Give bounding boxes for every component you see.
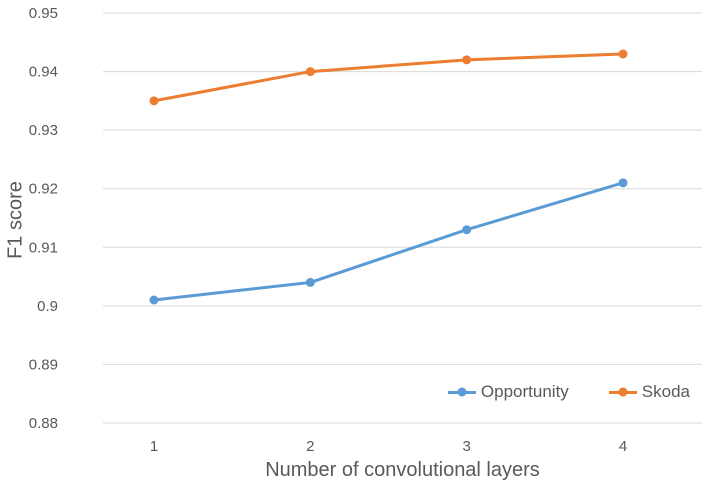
x-tick-label: 3 [462,438,470,455]
y-tick-label: 0.89 [29,356,58,373]
y-tick-label: 0.94 [29,64,58,81]
y-tick-label: 0.93 [29,122,58,139]
legend-marker-dot-icon [457,387,467,397]
x-tick-label: 1 [150,438,158,455]
data-point-skoda [618,49,628,59]
legend-label: Opportunity [480,382,569,401]
data-point-opportunity [618,178,628,188]
legend-marker-dot-icon [618,387,628,397]
series-line-skoda [152,52,625,103]
data-point-opportunity [462,225,472,235]
legend-marker-icon [447,387,476,397]
data-point-skoda [149,96,159,106]
y-tick-label: 0.88 [29,415,58,432]
x-tick-label: 2 [306,438,314,455]
y-tick-label: 0.9 [37,298,58,315]
y-tick-label: 0.95 [29,5,58,22]
x-axis-title: Number of convolutional layers [265,459,540,481]
y-tick-label: 0.91 [29,239,58,256]
data-point-opportunity [305,277,315,287]
chart-legend: Opportunity Skoda [447,382,690,402]
legend-marker-icon [608,387,637,397]
data-point-skoda [305,67,315,77]
data-point-skoda [462,55,472,65]
legend-label: Skoda [641,382,690,401]
y-axis-title: F1 score [4,181,27,259]
data-point-opportunity [149,295,159,305]
series-line-opportunity [152,181,625,302]
legend-item-opportunity: Opportunity [447,382,569,402]
y-tick-label: 0.92 [29,181,58,198]
legend-item-skoda: Skoda [608,382,690,402]
x-tick-label: 4 [619,438,627,455]
